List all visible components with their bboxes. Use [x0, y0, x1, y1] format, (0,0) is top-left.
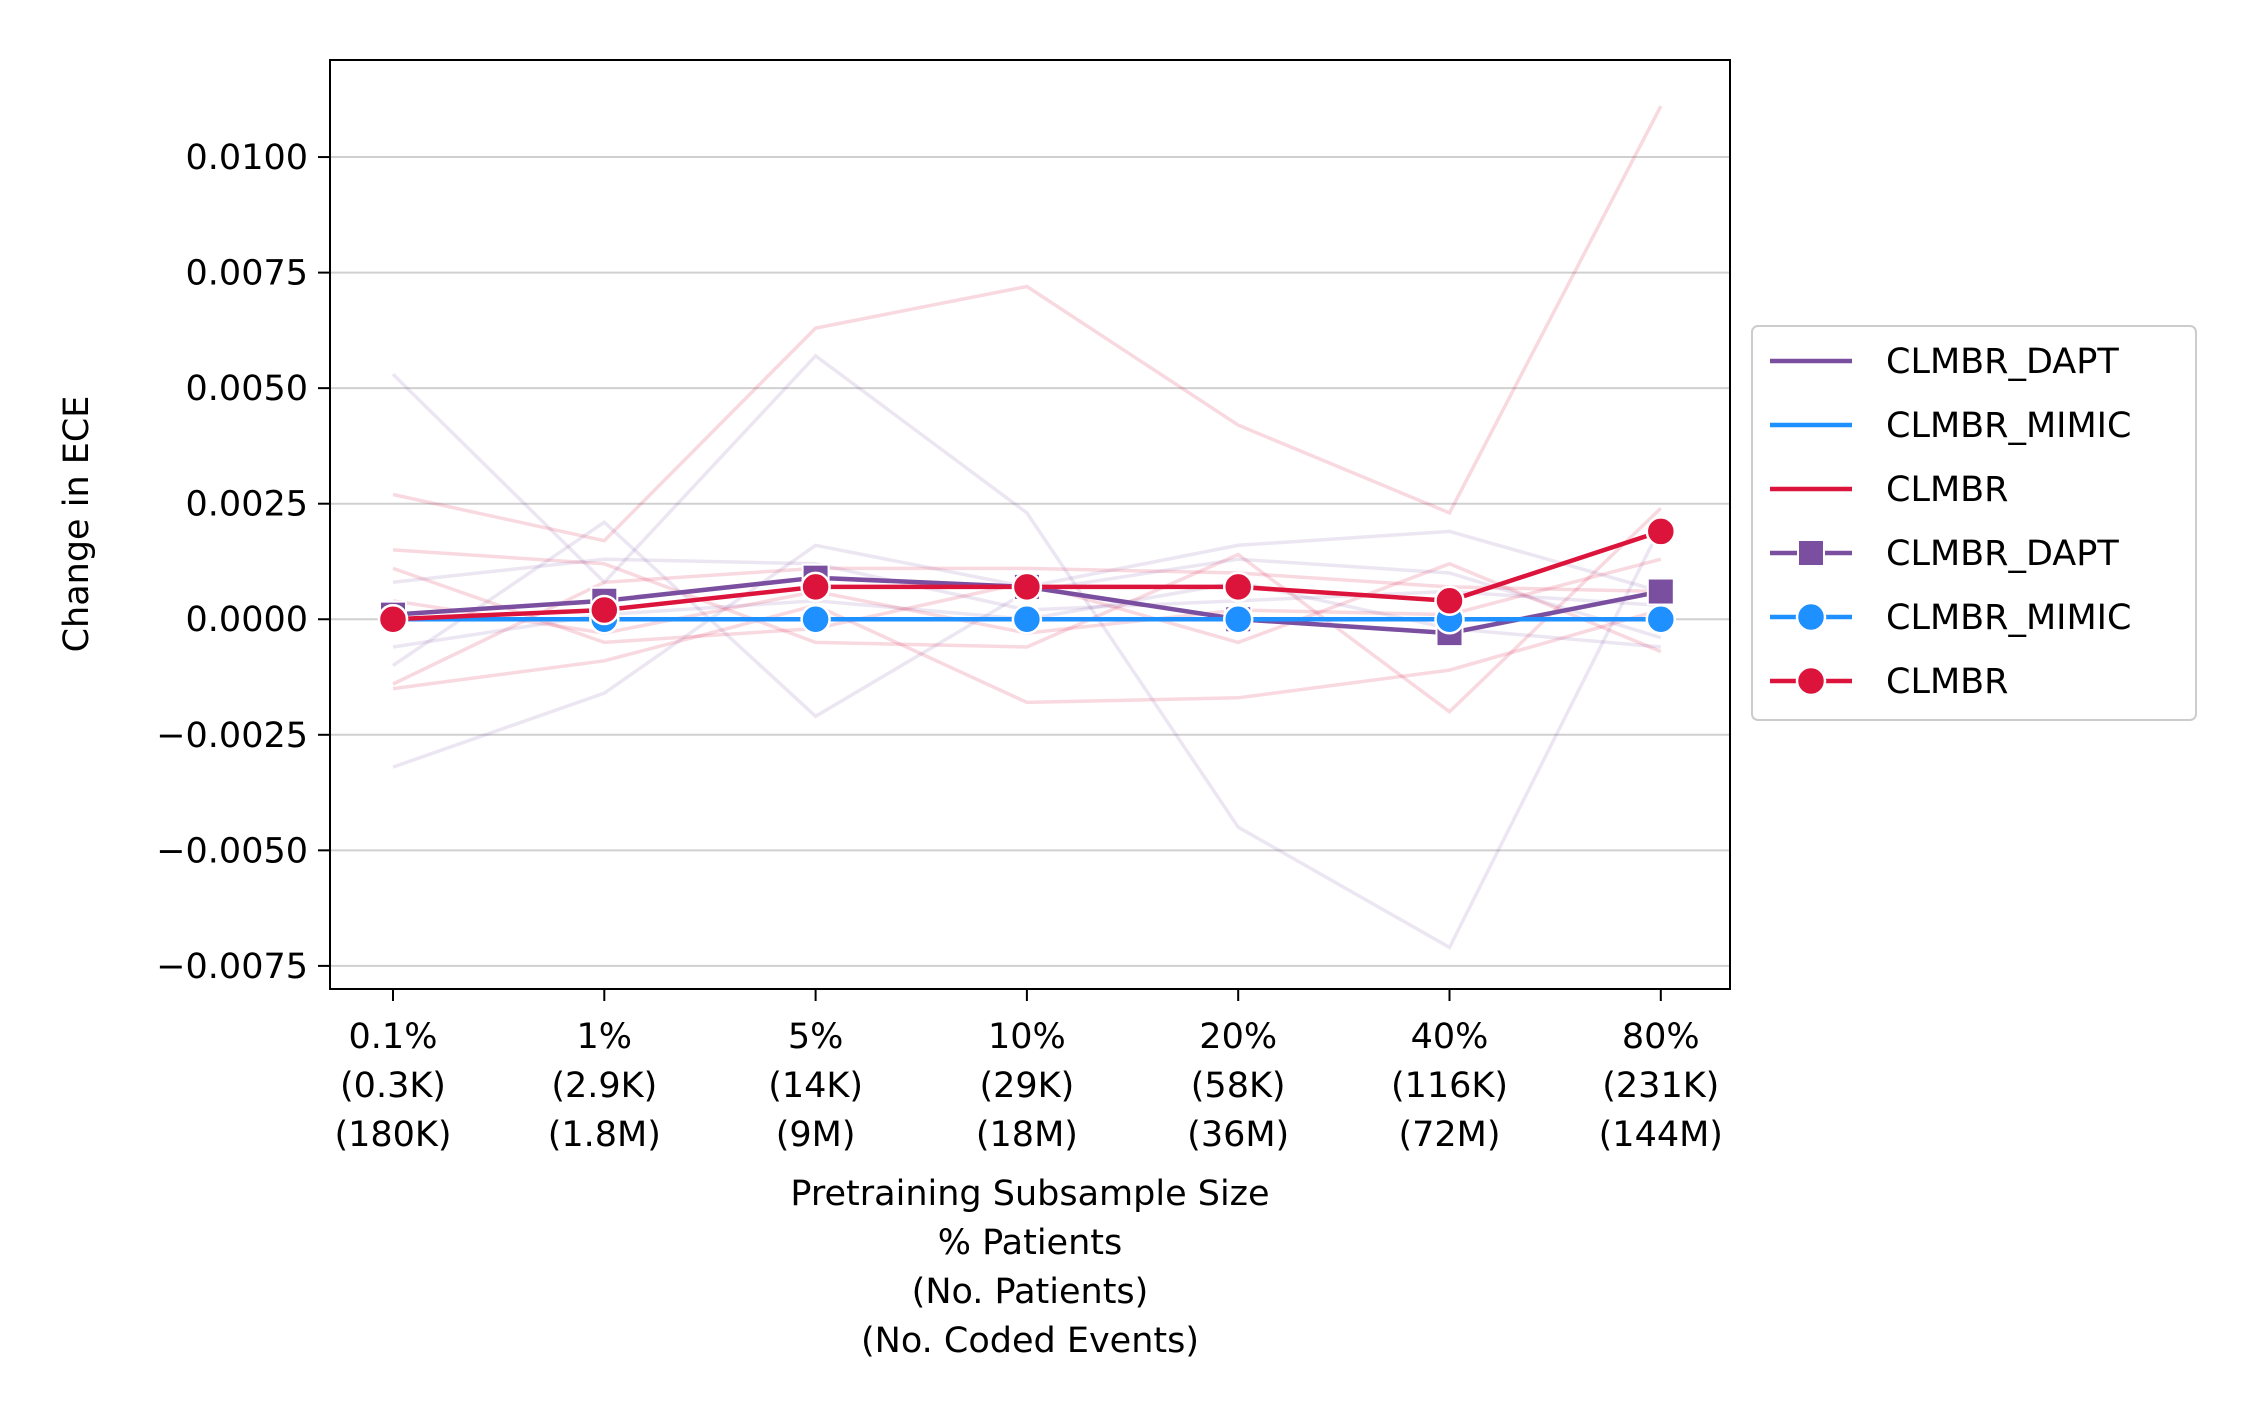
- x-tick-label: 80%: [1622, 1017, 1700, 1057]
- legend-label: CLMBR_MIMIC: [1886, 406, 2131, 446]
- y-axis-label: Change in ECE: [57, 396, 97, 653]
- legend-frame: [1751, 325, 2197, 721]
- x-tick-label: (9M): [776, 1115, 856, 1155]
- data-point-circle: [589, 594, 620, 626]
- y-tick-label: 0.0075: [186, 254, 308, 294]
- x-tick-label: (116K): [1391, 1066, 1508, 1106]
- x-tick-label: (58K): [1191, 1066, 1286, 1106]
- legend-marker-square: [1797, 539, 1825, 567]
- data-point-circle: [800, 603, 831, 635]
- data-point-circle: [800, 571, 831, 603]
- x-tick-label: (14K): [768, 1066, 863, 1106]
- x-axis-label-line: (No. Coded Events): [861, 1321, 1199, 1361]
- data-point-circle: [1645, 603, 1677, 635]
- data-point-circle: [1434, 585, 1465, 617]
- y-tick-label: 0.0050: [186, 369, 308, 409]
- data-point-square: [1646, 577, 1675, 606]
- y-tick-label: −0.0075: [156, 947, 308, 987]
- x-tick-label: 20%: [1199, 1017, 1277, 1057]
- plot-frame: [329, 59, 1731, 990]
- x-axis-label: Pretraining Subsample Size % Patients (No.…: [790, 1174, 1269, 1361]
- x-axis-label-line: (No. Patients): [912, 1272, 1149, 1312]
- y-axis: −0.0075 −0.0050 −0.0025 0.0000 0.0025 0.0050 0…: [156, 138, 330, 987]
- x-tick-label: (180K): [334, 1115, 451, 1155]
- series-markers: [377, 516, 1677, 648]
- legend-label: CLMBR_DAPT: [1886, 342, 2119, 382]
- y-tick-label: −0.0050: [156, 831, 308, 871]
- x-tick-label: 40%: [1411, 1017, 1489, 1057]
- legend-label: CLMBR: [1886, 470, 2008, 510]
- x-tick-label: 10%: [988, 1017, 1066, 1057]
- data-point-circle: [1222, 571, 1254, 603]
- y-tick-label: 0.0100: [186, 138, 308, 178]
- x-tick-label: (0.3K): [340, 1066, 446, 1106]
- y-tick-label: 0.0000: [186, 600, 308, 640]
- background-series-line: [392, 507, 1663, 714]
- legend-marker-circle: [1795, 665, 1827, 697]
- background-series-line: [392, 603, 1662, 705]
- x-axis-label-line: % Patients: [938, 1223, 1123, 1263]
- x-tick-label: (144M): [1599, 1115, 1723, 1155]
- data-point-circle: [1011, 571, 1043, 603]
- x-tick-label: (2.9K): [551, 1066, 657, 1106]
- background-series-line: [391, 353, 1663, 950]
- x-tick-label: (72M): [1398, 1115, 1500, 1155]
- legend: CLMBR_DAPT CLMBR_MIMIC CLMBR CLMBR_DAPT CLMB…: [1751, 325, 2197, 721]
- x-tick-label: 0.1%: [349, 1017, 438, 1057]
- x-tick-label: (18M): [976, 1115, 1078, 1155]
- y-tick-label: 0.0025: [186, 485, 308, 525]
- legend-label: CLMBR_DAPT: [1886, 534, 2119, 574]
- background-series-line: [392, 105, 1663, 543]
- x-tick-label: (1.8M): [548, 1115, 661, 1155]
- legend-label: CLMBR: [1886, 662, 2008, 702]
- x-tick-label: 1%: [577, 1017, 633, 1057]
- x-axis: 0.1% (0.3K) (180K) 1% (2.9K) (1.8M) 5% (14K) (9M…: [334, 989, 1723, 1155]
- data-point-circle: [1645, 516, 1677, 547]
- data-point-circle: [1011, 603, 1043, 635]
- x-tick-label: (36M): [1187, 1115, 1289, 1155]
- legend-marker-circle: [1795, 601, 1827, 633]
- data-point-circle: [1222, 603, 1254, 635]
- data-point-circle: [377, 603, 409, 635]
- x-axis-label-line: Pretraining Subsample Size: [790, 1174, 1269, 1214]
- x-tick-label: 5%: [788, 1017, 844, 1057]
- x-tick-label: (231K): [1602, 1066, 1719, 1106]
- legend-label: CLMBR_MIMIC: [1886, 598, 2131, 638]
- x-tick-label: (29K): [979, 1066, 1074, 1106]
- y-tick-label: −0.0025: [156, 716, 308, 756]
